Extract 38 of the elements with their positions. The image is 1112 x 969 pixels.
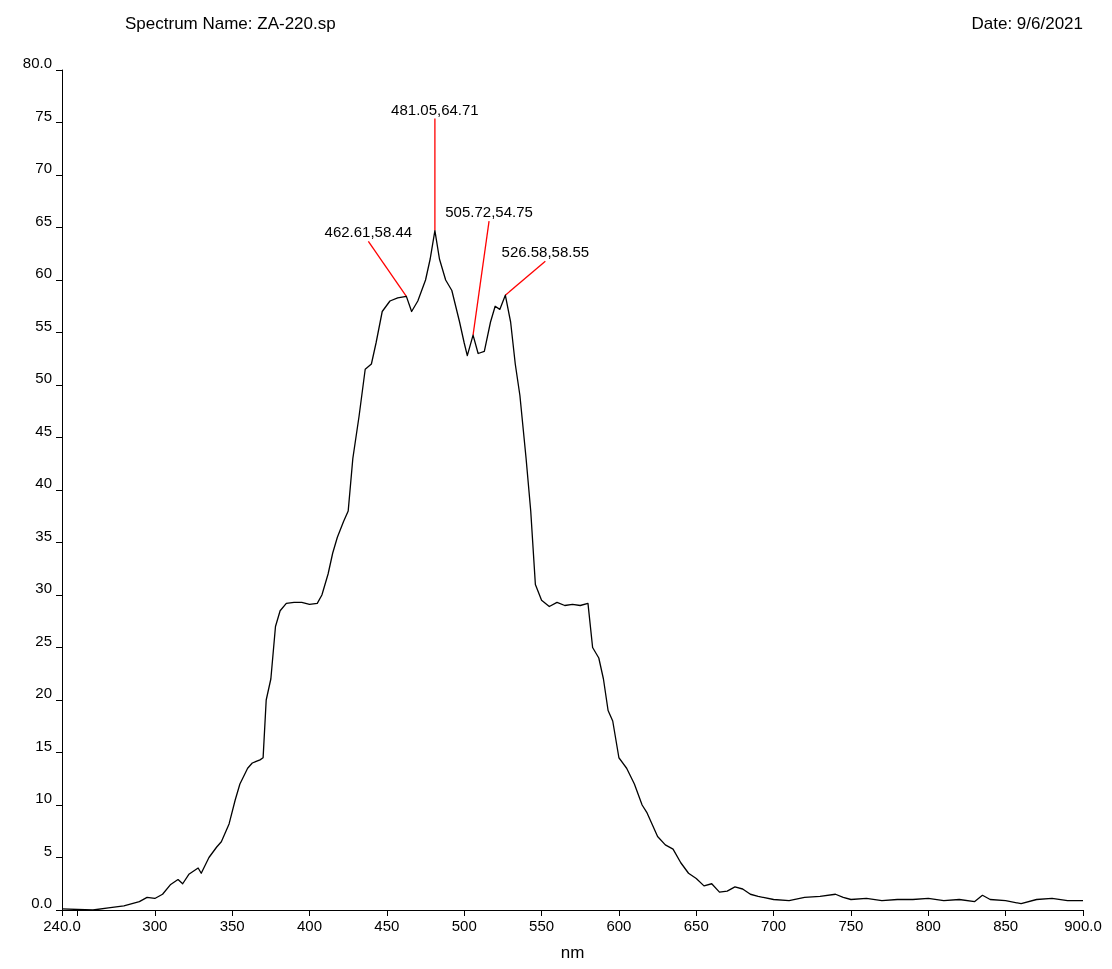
y-tick-label: 70 xyxy=(35,159,52,176)
y-tick-label: 35 xyxy=(35,526,52,544)
y-tick-label: 15 xyxy=(35,736,52,754)
x-tick-label: 240.0 xyxy=(43,917,81,934)
x-tick-label: 700 xyxy=(761,917,787,934)
y-tick-label: 60 xyxy=(35,264,52,281)
annotation: 462.61,58.44 xyxy=(324,223,413,241)
y-tick-label: 20 xyxy=(35,684,52,701)
x-tick-label: 450 xyxy=(374,917,400,934)
x-tick-label: 500 xyxy=(451,917,477,934)
y-tick-label: 45 xyxy=(35,421,52,439)
annotation: 526.58,58.55 xyxy=(501,243,590,261)
annotation: 481.05,64.71 xyxy=(391,100,479,118)
y-tick-label: 0.0 xyxy=(31,894,52,911)
y-tick-label: 40 xyxy=(35,474,52,491)
y-tick-label: 30 xyxy=(35,579,52,596)
x-tick-label: 300 xyxy=(142,917,168,934)
x-tick-label: 400 xyxy=(297,917,323,934)
annotation: 505.72,54.75 xyxy=(445,203,533,221)
x-tick-label: 600 xyxy=(606,917,632,934)
x-tick-label: 650 xyxy=(683,917,709,934)
x-tick-label: 550 xyxy=(529,917,555,934)
y-tick-label: 55 xyxy=(35,316,52,334)
x-tick-label: 800 xyxy=(915,917,941,934)
x-tick-label: 900.0 xyxy=(1064,917,1102,934)
x-tick-label: 750 xyxy=(838,917,864,934)
y-tick-label: 80.0 xyxy=(22,54,52,71)
chart-title: Spectrum Name: ZA-220.sp xyxy=(125,14,336,33)
x-tick-label: 350 xyxy=(219,917,245,934)
y-tick-label: 75 xyxy=(35,106,52,124)
x-axis-title: nm xyxy=(560,943,585,962)
y-tick-label: 5 xyxy=(43,841,52,859)
y-tick-label: 50 xyxy=(35,369,52,386)
x-tick-label: 850 xyxy=(993,917,1019,934)
y-tick-label: 65 xyxy=(35,211,52,229)
y-tick-label: 25 xyxy=(35,631,52,649)
y-tick-label: 10 xyxy=(35,789,52,806)
chart-subtitle: Date: 9/6/2021 xyxy=(971,14,1083,33)
